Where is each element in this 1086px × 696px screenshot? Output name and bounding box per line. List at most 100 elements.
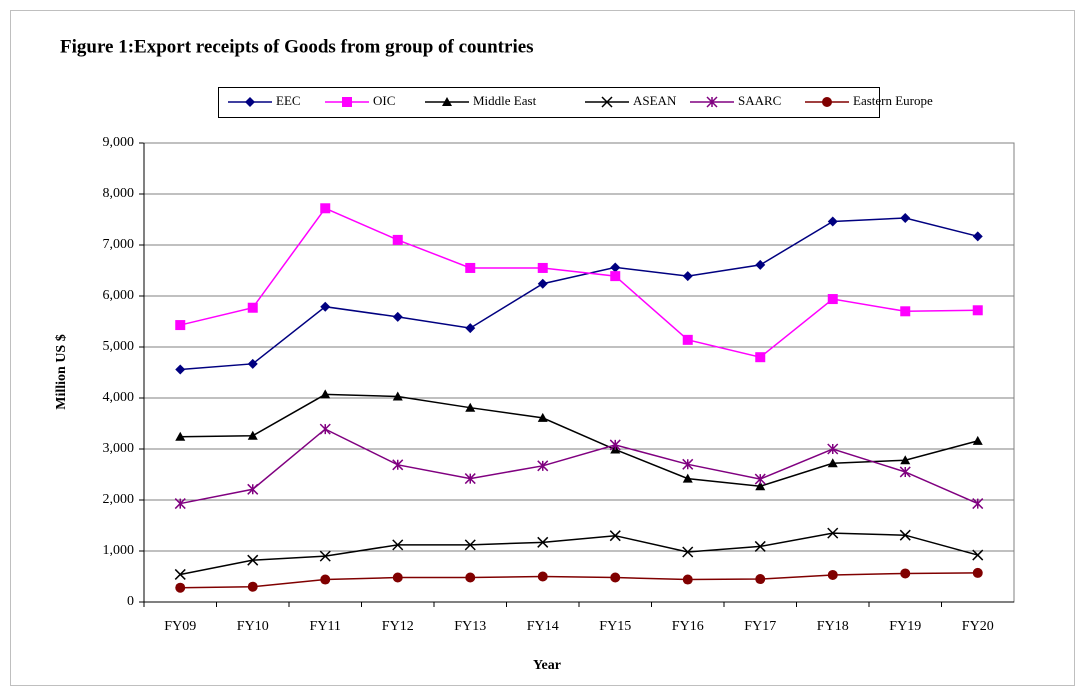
marker [682, 473, 693, 483]
marker [610, 271, 621, 282]
marker [175, 364, 186, 375]
marker [755, 259, 766, 270]
x-tick-label: FY15 [599, 619, 631, 634]
marker [900, 455, 911, 465]
x-tick-label: FY16 [672, 619, 704, 634]
marker [755, 574, 766, 585]
marker [392, 539, 404, 551]
series-line [180, 207, 978, 359]
marker [827, 569, 838, 580]
marker [442, 97, 452, 106]
x-axis-label: Year [533, 658, 561, 673]
marker [827, 216, 838, 227]
marker [247, 302, 258, 313]
marker [972, 231, 983, 242]
marker [537, 412, 548, 422]
marker [827, 458, 838, 468]
legend-label: SAARC [738, 93, 781, 108]
marker [465, 572, 476, 583]
legend-label: Middle East [473, 93, 537, 108]
marker [609, 530, 621, 542]
series-line [180, 572, 978, 589]
marker [755, 481, 766, 491]
marker [755, 352, 766, 363]
marker [537, 278, 548, 289]
marker [972, 549, 984, 561]
marker [392, 572, 403, 583]
marker [537, 536, 549, 548]
marker [609, 439, 621, 451]
x-tick-label: FY17 [744, 619, 776, 634]
marker [610, 262, 621, 273]
marker [972, 567, 983, 578]
series-line [180, 532, 978, 576]
marker [827, 443, 839, 455]
marker [247, 554, 259, 566]
marker [319, 550, 331, 562]
marker [392, 234, 403, 245]
marker [465, 402, 476, 412]
marker [601, 96, 613, 108]
marker [175, 431, 186, 441]
marker [465, 323, 476, 334]
x-tick-label: FY18 [817, 619, 849, 634]
x-tick-label: FY10 [237, 619, 269, 634]
y-tick-label: 4,000 [103, 390, 135, 405]
x-tick-label: FY12 [382, 619, 414, 634]
marker [320, 301, 331, 312]
marker [175, 582, 186, 593]
x-tick-label: FY11 [310, 619, 341, 634]
marker [682, 334, 693, 345]
x-tick-label: FY20 [962, 619, 994, 634]
marker [392, 311, 403, 322]
marker [900, 306, 911, 317]
marker [537, 460, 549, 472]
y-tick-label: 0 [127, 594, 134, 609]
marker [247, 581, 258, 592]
marker [682, 458, 694, 470]
chart-title: Figure 1:Export receipts of Goods from g… [60, 36, 534, 57]
marker [972, 305, 983, 316]
marker [899, 529, 911, 541]
marker [464, 539, 476, 551]
y-tick-label: 7,000 [103, 237, 135, 252]
marker [537, 571, 548, 582]
x-tick-label: FY13 [454, 619, 486, 634]
marker [754, 540, 766, 552]
legend-label: Eastern Europe [853, 93, 933, 108]
y-axis-label: Million US $ [54, 334, 69, 409]
y-tick-label: 2,000 [103, 492, 135, 507]
marker [175, 320, 186, 331]
marker [319, 423, 331, 435]
marker [320, 203, 331, 214]
y-tick-label: 1,000 [103, 543, 135, 558]
y-tick-label: 9,000 [103, 135, 135, 150]
marker [972, 435, 983, 445]
y-tick-label: 6,000 [103, 288, 135, 303]
marker [320, 389, 331, 399]
marker [754, 473, 766, 485]
y-tick-label: 5,000 [103, 339, 135, 354]
marker [827, 294, 838, 305]
marker [682, 546, 694, 558]
y-tick-label: 3,000 [103, 441, 135, 456]
x-tick-label: FY09 [164, 619, 196, 634]
marker [682, 271, 693, 282]
legend-label: OIC [373, 93, 395, 108]
x-tick-label: FY19 [889, 619, 921, 634]
marker [465, 262, 476, 273]
x-tick-label: FY14 [527, 619, 559, 634]
marker [537, 262, 548, 273]
marker [392, 459, 404, 471]
marker [247, 430, 258, 440]
marker [247, 483, 259, 495]
series-line [180, 428, 979, 505]
marker [900, 568, 911, 579]
marker [464, 473, 476, 485]
marker [174, 568, 186, 580]
marker [899, 466, 911, 478]
marker [972, 498, 984, 510]
marker [174, 498, 186, 510]
marker [827, 527, 839, 539]
